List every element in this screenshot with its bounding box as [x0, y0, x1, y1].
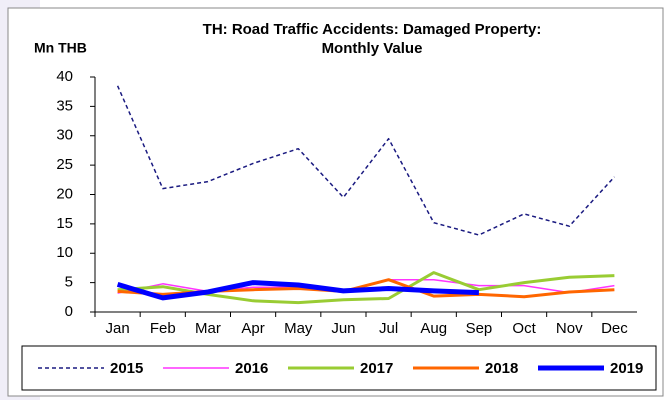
legend-label: 2017	[360, 360, 393, 377]
x-tick-label: Aug	[420, 320, 447, 337]
legend-label: 2015	[110, 360, 143, 377]
y-tick-label: 10	[56, 244, 73, 261]
x-tick-label: Apr	[241, 320, 264, 337]
series-line	[116, 85, 615, 236]
y-tick-label: 20	[56, 185, 73, 202]
x-tick-label: Dec	[601, 320, 628, 337]
y-tick-label: 5	[65, 274, 73, 291]
y-tick-label: 30	[56, 127, 73, 144]
x-tick-label: Nov	[556, 320, 583, 337]
x-tick-label: Jun	[331, 320, 355, 337]
y-axis-label: Mn THB	[34, 40, 87, 56]
x-tick-label: Mar	[195, 320, 221, 337]
legend-label: 2018	[485, 360, 518, 377]
legend-label: 2019	[610, 360, 643, 377]
x-tick-label: May	[284, 320, 313, 337]
x-tick-label: Jul	[379, 320, 398, 337]
chart-frame	[7, 7, 664, 397]
series-line	[116, 280, 479, 301]
chart-title: TH: Road Traffic Accidents: Damaged Prop…	[203, 21, 542, 38]
x-tick-label: Jan	[105, 320, 129, 337]
x-tick-label: Oct	[512, 320, 536, 337]
y-tick-label: 15	[56, 215, 73, 232]
y-tick-label: 0	[65, 303, 73, 320]
legend-label: 2016	[235, 360, 268, 377]
y-tick-label: 40	[56, 68, 73, 85]
chart-title: Monthly Value	[322, 40, 423, 57]
y-tick-label: 25	[56, 156, 73, 173]
x-tick-label: Sep	[466, 320, 493, 337]
x-tick-label: Feb	[150, 320, 176, 337]
y-tick-label: 35	[56, 97, 73, 114]
